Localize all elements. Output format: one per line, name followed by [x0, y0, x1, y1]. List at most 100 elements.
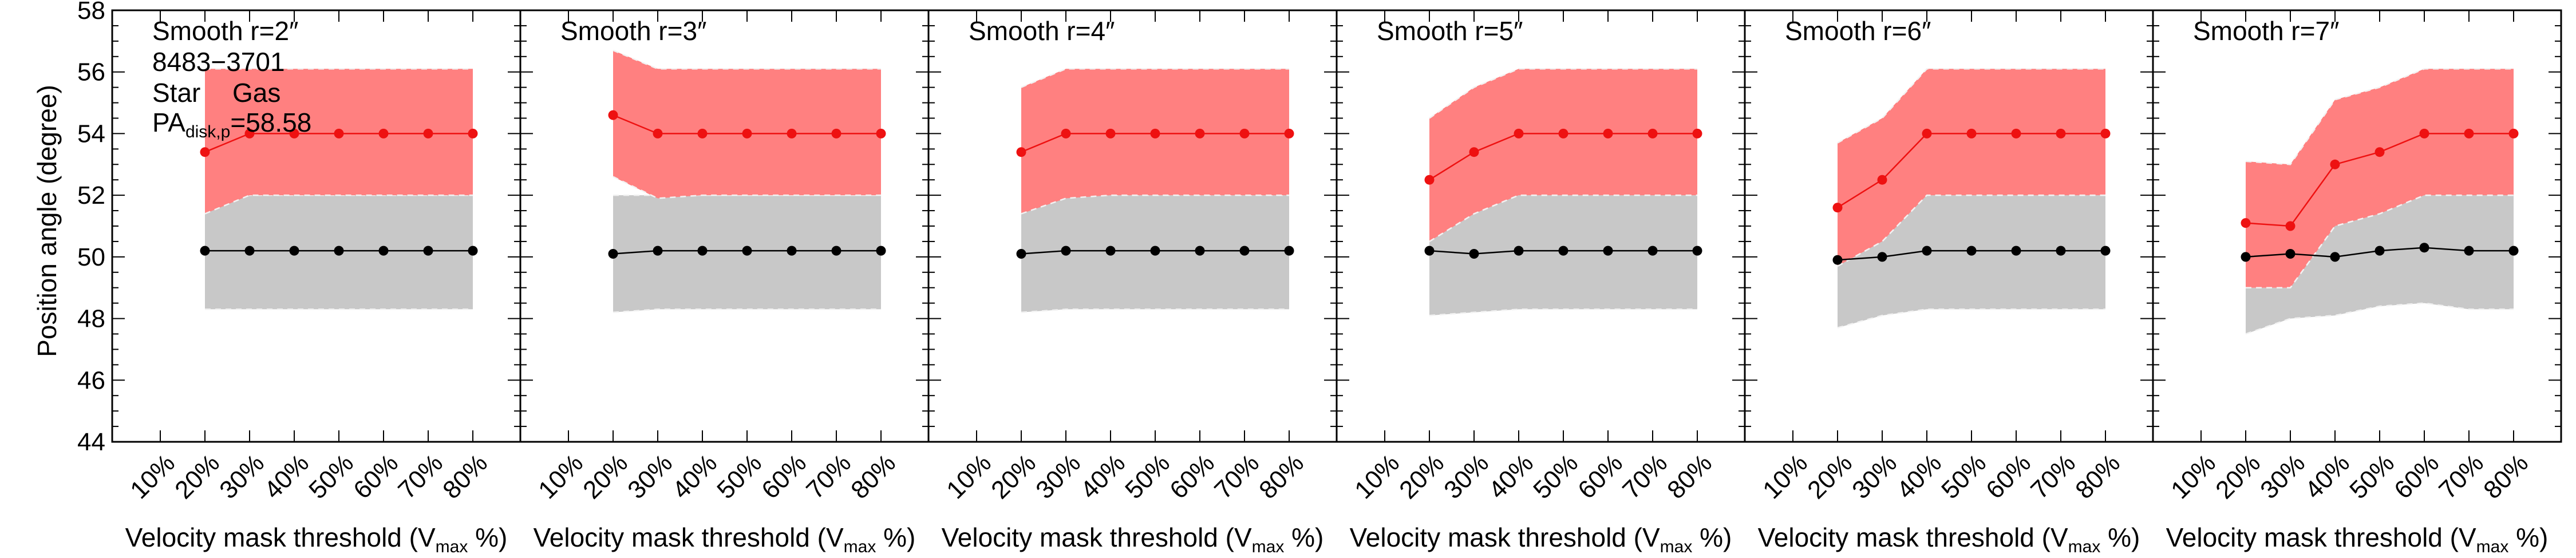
gas-point [1284, 128, 1294, 138]
x-tick-label: 30% [1439, 449, 1494, 504]
star-point [1061, 246, 1071, 256]
x-tick-label: 30% [622, 449, 678, 504]
gas-error-band [205, 69, 473, 214]
gas-band-edge [1021, 68, 1289, 88]
x-tick-label: 70% [1209, 449, 1265, 504]
x-tick-label: 10% [533, 449, 588, 504]
star-point [1603, 246, 1613, 256]
gas-point [1558, 128, 1568, 138]
x-tick-label: 30% [1847, 449, 1902, 504]
gas-point [1061, 128, 1071, 138]
star-point [787, 246, 797, 256]
gas-error-band [613, 50, 881, 199]
star-point [1016, 249, 1026, 259]
gas-band-edge [1837, 194, 2105, 267]
star-legend: Star [152, 78, 200, 108]
x-tick-label: 20% [986, 449, 1041, 504]
star-point [2100, 246, 2111, 256]
x-tick-label: 30% [2255, 449, 2310, 504]
star-point [1966, 246, 1977, 256]
star-point [2241, 252, 2251, 262]
star-point [2464, 246, 2474, 256]
panel-title: Smooth r=5″ [1377, 16, 1523, 46]
gas-point [2011, 128, 2021, 138]
star-point [2285, 249, 2296, 259]
gas-point [378, 128, 389, 138]
y-axis-label: Position angle (degree) [32, 85, 62, 357]
gas-error-band [2246, 69, 2514, 288]
star-point [1877, 252, 1887, 262]
gas-point [1195, 128, 1205, 138]
x-tick-label: 30% [1030, 449, 1086, 504]
gas-point [1922, 128, 1932, 138]
gas-point [200, 147, 210, 157]
x-axis-label: Velocity mask threshold (Vmax %) [534, 523, 916, 556]
y-tick-label: 50 [77, 243, 105, 271]
star-band-edge [2245, 302, 2514, 335]
panel-2: 10%20%30%40%50%60%70%80% Smooth r=3″ Veloc… [519, 9, 930, 556]
star-band-edge [1837, 308, 2105, 329]
gas-error-band [1021, 69, 1289, 214]
x-tick-label: 20% [2210, 449, 2266, 504]
x-tick-label: 60% [348, 449, 404, 504]
star-point [334, 246, 344, 256]
panel-5: 10%20%30%40%50%60%70%80% Smooth r=6″ Veloc… [1744, 9, 2154, 556]
star-point [244, 246, 255, 256]
gas-point [244, 128, 255, 138]
star-point [1150, 246, 1160, 256]
gas-point [787, 128, 797, 138]
x-tick-label: 40% [2300, 449, 2355, 504]
star-point [2056, 246, 2066, 256]
panels-group: 10%20%30%40%50%60%70%80%Smooth r=2″Veloc… [77, 0, 2562, 556]
x-tick-label: 10% [1757, 449, 1813, 504]
x-tick-label: 40% [667, 449, 722, 504]
star-band-edge [1429, 308, 1697, 316]
gas-band-edge [2245, 68, 2514, 165]
x-tick-label: 80% [437, 449, 493, 504]
x-tick-label: 60% [1164, 449, 1220, 504]
panel-3: 10%20%30%40%50%60%70%80% Smooth r=4″ Veloc… [927, 9, 1338, 556]
gas-band-edge [1429, 194, 1697, 242]
star-point [608, 249, 618, 259]
gas-point [1150, 128, 1160, 138]
star-point [2330, 252, 2340, 262]
y-tick-label: 58 [77, 0, 105, 25]
star-point [1105, 246, 1116, 256]
x-axis-label: Velocity mask threshold (Vmax %) [1350, 523, 1732, 556]
gas-point [1966, 128, 1977, 138]
star-point [1514, 246, 1524, 256]
star-point [468, 246, 478, 256]
panel-title: Smooth r=2″ [152, 16, 298, 46]
star-point [2374, 246, 2385, 256]
star-point [742, 246, 752, 256]
star-point [653, 246, 663, 256]
star-band-edge [1021, 308, 1289, 314]
gas-point [1514, 128, 1524, 138]
panel-title: Smooth r=6″ [1785, 16, 1931, 46]
star-point [1558, 246, 1568, 256]
y-tick-label: 54 [77, 120, 105, 148]
x-axis-label: Velocity mask threshold (Vmax %) [125, 523, 508, 556]
gas-point [2285, 221, 2296, 231]
x-tick-label: 10% [1349, 449, 1405, 504]
galaxy-id: 8483−3701 [152, 47, 285, 77]
x-axis-label: Velocity mask threshold (Vmax %) [1758, 523, 2140, 556]
gas-point [2241, 218, 2251, 228]
gas-band-edge [2246, 194, 2514, 288]
gas-point [697, 128, 708, 138]
star-point [1692, 246, 1702, 256]
y-tick-label: 44 [77, 428, 105, 456]
gas-band-edge [613, 49, 881, 70]
x-axis-label: Velocity mask threshold (Vmax %) [942, 523, 1324, 556]
x-tick-label: 50% [1120, 449, 1175, 504]
star-point [378, 246, 389, 256]
gas-point [831, 128, 841, 138]
x-tick-label: 40% [1891, 449, 1947, 504]
gas-band-edge [204, 194, 473, 215]
gas-point [334, 128, 344, 138]
x-tick-label: 50% [303, 449, 359, 504]
x-tick-label: 70% [2025, 449, 2081, 504]
y-tick-label: 48 [77, 305, 105, 333]
gas-point [608, 110, 618, 120]
x-tick-label: 70% [1617, 449, 1673, 504]
